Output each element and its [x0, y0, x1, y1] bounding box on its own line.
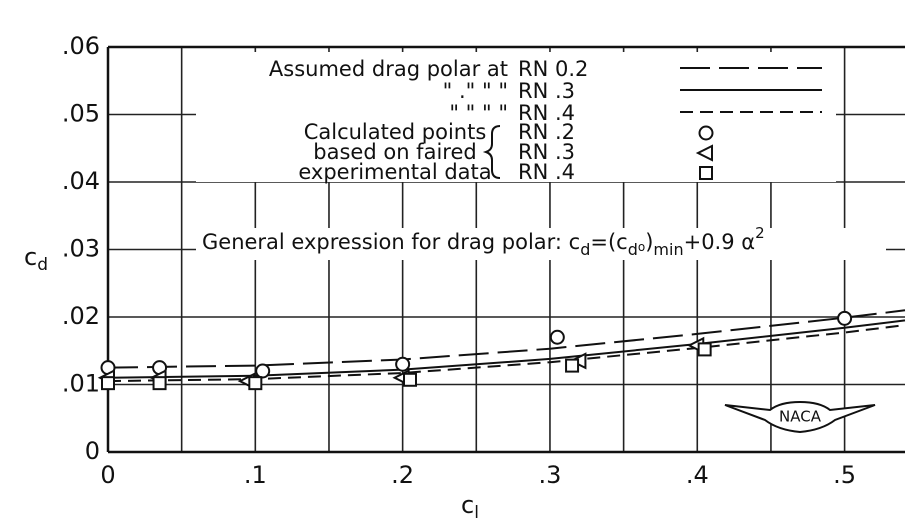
point-marker — [395, 356, 411, 372]
x-axis-label-sub: l — [474, 503, 479, 523]
drag-polar-line — [107, 309, 906, 369]
legend-text: Calculated points — [304, 120, 487, 144]
x-tick-label: .1 — [244, 461, 267, 489]
y-tick-label: .03 — [62, 235, 100, 263]
x-tick-label: .3 — [539, 461, 562, 489]
annotation-background — [196, 228, 886, 260]
y-tick-label: .04 — [62, 167, 100, 195]
y-tick-label: .05 — [62, 100, 100, 128]
legend-text: experimental data — [298, 160, 491, 184]
point-marker — [837, 310, 853, 326]
y-axis-label-main: c — [24, 243, 37, 271]
logo-text: NACA — [779, 408, 822, 426]
point-marker — [403, 372, 418, 387]
annotation-part: =(c — [590, 230, 627, 254]
logo-wing — [724, 400, 876, 434]
y-tick-label: .02 — [62, 302, 100, 330]
legend-label: RN .3 — [518, 79, 575, 103]
annotation: General expression for drag polar: cd=(c… — [202, 224, 765, 259]
naca-logo: NACA — [724, 400, 876, 434]
annotation-part: d — [580, 240, 590, 259]
legend-text: based on faired — [313, 140, 476, 164]
x-tick-label: .2 — [391, 461, 414, 489]
y-axis-label: cd — [24, 243, 48, 275]
legend-marker — [699, 166, 713, 180]
point-marker — [549, 329, 565, 345]
legend-label: RN .2 — [518, 120, 575, 144]
annotation-part: o — [638, 240, 645, 254]
y-tick-label: 0 — [85, 437, 100, 465]
legend-label: RN .4 — [518, 160, 575, 184]
y-axis-label-sub: d — [37, 255, 48, 275]
legend-text: Assumed drag polar at — [269, 57, 508, 81]
x-axis-label-main: c — [461, 491, 474, 519]
annotation-part: +0.9 α — [684, 230, 756, 254]
legend-brace — [482, 125, 501, 179]
x-tick-label: .5 — [833, 461, 856, 489]
point-marker — [565, 358, 580, 373]
legend-label: RN .4 — [518, 101, 575, 125]
annotation-part: d — [628, 240, 638, 259]
x-tick-label: .4 — [686, 461, 709, 489]
legend-background — [196, 52, 836, 182]
annotation-part: min — [653, 240, 683, 259]
legend-text: " " " " — [449, 101, 508, 125]
point-marker — [255, 363, 271, 379]
drag-polar-line — [107, 319, 906, 379]
point-marker — [152, 376, 167, 391]
x-tick-label: 0 — [100, 461, 115, 489]
point-marker — [697, 342, 712, 357]
annotation-part: General expression for drag polar: c — [202, 230, 580, 254]
annotation-part: 2 — [755, 224, 765, 242]
legend-label: RN 0.2 — [518, 57, 588, 81]
y-tick-label: .06 — [62, 32, 100, 60]
y-tick-label: .01 — [62, 370, 100, 398]
legend-text: " ." " " — [443, 79, 508, 103]
annotation-part: ) — [645, 230, 653, 254]
point-marker — [248, 376, 263, 391]
x-axis-label: cl — [461, 491, 479, 523]
legend-marker — [698, 125, 714, 141]
legend-marker — [695, 144, 713, 162]
legend-label: RN .3 — [518, 140, 575, 164]
point-marker — [101, 376, 115, 391]
